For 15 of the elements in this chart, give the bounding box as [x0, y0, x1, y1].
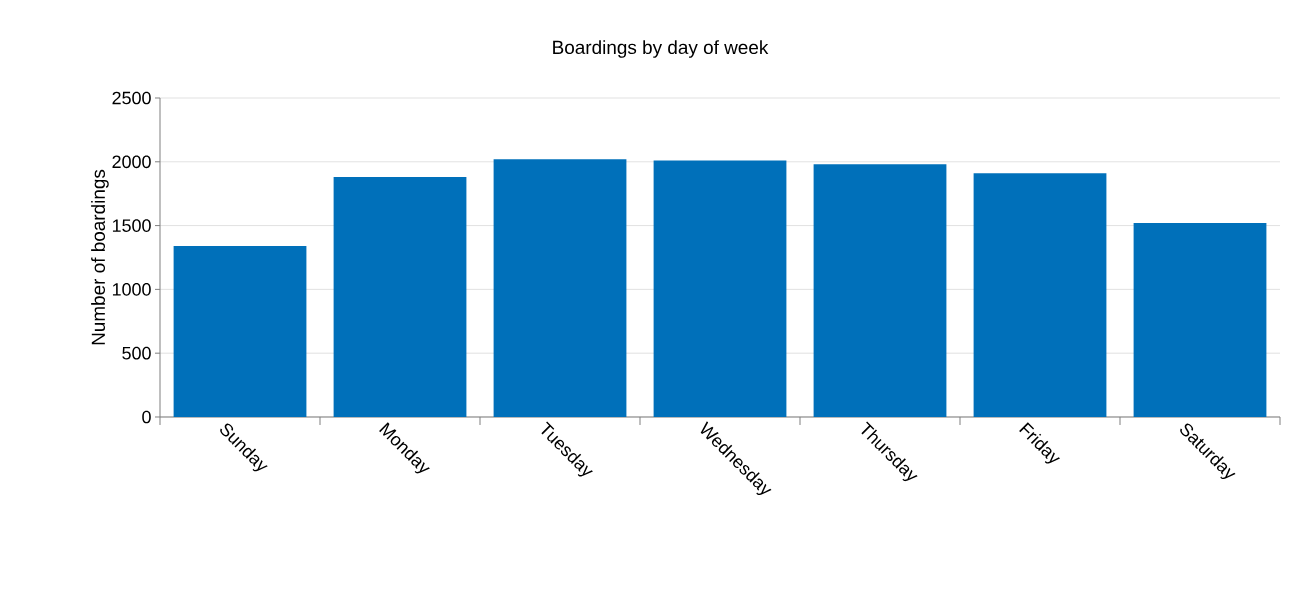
- y-axis-title: Number of boardings: [91, 169, 109, 345]
- bar: [173, 246, 307, 417]
- y-tick-label: 2000: [112, 155, 151, 169]
- y-tick-label: 2500: [112, 91, 151, 105]
- y-tick-label: 500: [122, 346, 151, 360]
- bar: [1133, 223, 1267, 417]
- y-tick-label: 1000: [112, 283, 151, 296]
- y-tick-label: 1500: [112, 219, 151, 232]
- bar: [973, 173, 1107, 417]
- bar: [333, 177, 467, 417]
- chart-title: Boardings by day of week: [553, 40, 769, 58]
- bar: [813, 164, 947, 417]
- bar: [653, 160, 787, 417]
- y-tick-label: 0: [142, 410, 151, 424]
- bar: [493, 159, 627, 417]
